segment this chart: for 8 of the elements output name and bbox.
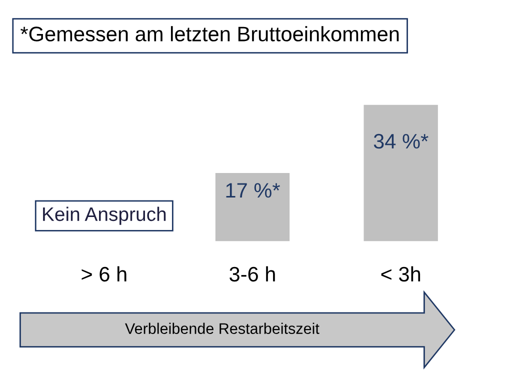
data-label: 34 %* <box>374 134 428 149</box>
x-axis-title: Verbleibende Restarbeitszeit <box>125 322 320 334</box>
x-tick-label: > 6 h <box>82 266 126 282</box>
x-tick-label: < 3h <box>381 266 420 282</box>
chart-title: *Gemessen am letzten Bruttoeinkommen <box>20 26 399 42</box>
data-label: Kein Anspruch <box>43 206 166 225</box>
data-label: 17 %* <box>226 183 280 198</box>
x-tick-label: 3-6 h <box>230 266 275 282</box>
